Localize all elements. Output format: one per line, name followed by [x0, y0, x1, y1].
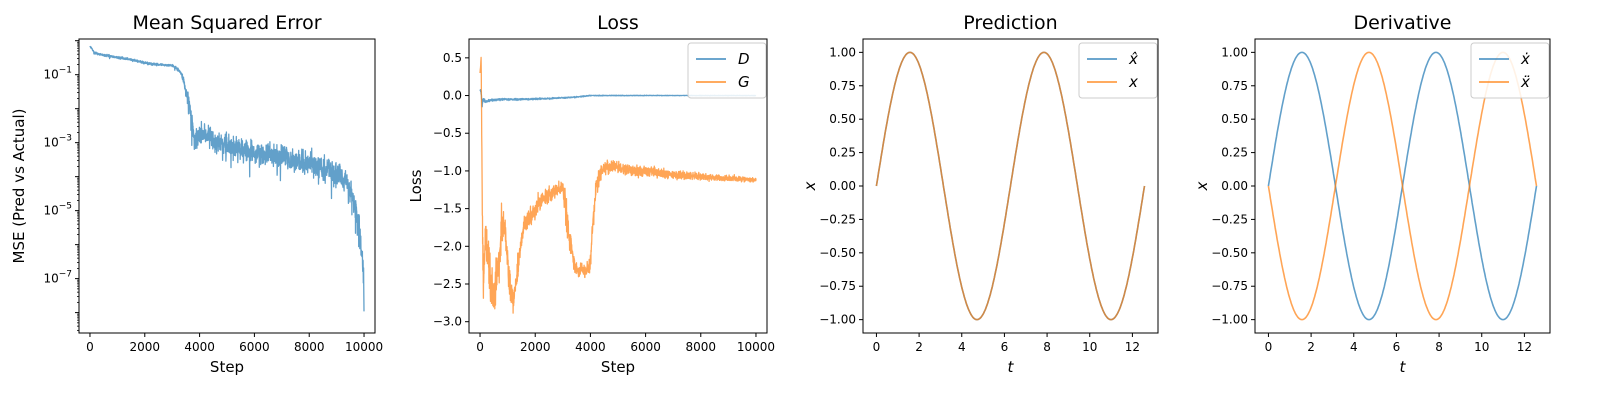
derivative-ytick-label: 0.00: [1221, 179, 1248, 193]
loss-ytick-label: −0.5: [433, 126, 462, 140]
mse-xtick-label: 10000: [345, 340, 383, 354]
prediction-ytick-label: 0.75: [829, 79, 856, 93]
prediction-title: Prediction: [963, 12, 1057, 34]
loss-ytick-label: −2.5: [433, 277, 462, 291]
mse-ytick-label: 10−7: [43, 270, 72, 286]
prediction-series-line-1: [875, 51, 1146, 321]
derivative-ytick-label: −1.00: [1211, 313, 1248, 327]
loss-legend-box: [687, 42, 767, 99]
chart-derivative: 0 2 4 6 8 10 12 1.00 0.75 0.50 0.25 0.00 −0.25 −0.50 −…: [1193, 12, 1551, 376]
mse-xtick-label: 4000: [184, 340, 215, 354]
mse-title: Mean Squared Error: [132, 12, 321, 34]
prediction-ytick-label: −0.50: [819, 246, 856, 260]
prediction-legend-label: x: [1128, 73, 1138, 91]
prediction-xlabel: t: [1008, 358, 1015, 376]
loss-xtick-label: 2000: [520, 340, 551, 354]
derivative-ytick-label: 0.75: [1221, 79, 1248, 93]
derivative-legend-box: [1470, 42, 1550, 99]
prediction-xtick-label: 4: [958, 340, 966, 354]
derivative-ytick-label: −0.75: [1211, 279, 1248, 293]
chart-loss: 0 2000 4000 6000 8000 10000 0.5 0.0 −0.5 −1.0 −1.5…: [407, 12, 775, 376]
prediction-xtick-label: 12: [1125, 340, 1140, 354]
loss-xtick-label: 4000: [575, 340, 606, 354]
derivative-xtick-label: 10: [1474, 340, 1489, 354]
loss-ytick-label: −1.0: [433, 164, 462, 178]
loss-xlabel: Step: [601, 358, 635, 376]
derivative-ytick-label: 0.50: [1221, 112, 1248, 126]
derivative-ytick-label: −0.50: [1211, 246, 1248, 260]
prediction-xtick-label: 0: [873, 340, 881, 354]
loss-xtick-label: 8000: [686, 340, 717, 354]
prediction-plot-area: [875, 51, 1146, 321]
derivative-legend-label: ẍ: [1520, 73, 1530, 91]
loss-ytick-label: −3.0: [433, 315, 462, 329]
loss-legend: DG: [687, 42, 767, 99]
prediction-ytick-label: 0.25: [829, 146, 856, 160]
loss-ylabel: Loss: [407, 169, 425, 202]
loss-ytick-label: 0.0: [443, 89, 462, 103]
mse-ylabel: MSE (Pred vs Actual): [10, 108, 28, 263]
prediction-ylabel: x: [801, 181, 819, 191]
prediction-ytick-label: −0.25: [819, 212, 856, 226]
loss-title: Loss: [597, 12, 639, 34]
mse-ytick-label: 10−5: [43, 202, 72, 218]
derivative-xtick-label: 12: [1517, 340, 1532, 354]
mse-ytick-label: 10−1: [43, 66, 72, 82]
prediction-ytick-label: 0.50: [829, 112, 856, 126]
loss-ytick-label: 0.5: [443, 51, 462, 65]
loss-legend-label: D: [738, 50, 750, 68]
mse-ytick-label: 10−3: [43, 134, 72, 150]
mse-plot-area: [89, 45, 365, 312]
loss-axes-frame: [468, 38, 768, 334]
prediction-legend-label: x̂: [1128, 50, 1138, 68]
prediction-xtick-label: 6: [1001, 340, 1009, 354]
loss-ytick-label: −1.5: [433, 202, 462, 216]
loss-xtick-label: 10000: [737, 340, 775, 354]
mse-xtick-label: 6000: [239, 340, 270, 354]
mse-xtick-label: 0: [86, 340, 94, 354]
derivative-ytick-label: 0.25: [1221, 146, 1248, 160]
derivative-xtick-label: 4: [1350, 340, 1358, 354]
prediction-xtick-label: 2: [915, 340, 923, 354]
derivative-xlabel: t: [1400, 358, 1407, 376]
loss-legend-label: G: [738, 73, 750, 91]
derivative-legend: ẋẍ: [1470, 42, 1550, 99]
derivative-ylabel: x: [1193, 181, 1211, 191]
loss-series-line-1: [479, 56, 757, 314]
derivative-xtick-label: 8: [1435, 340, 1443, 354]
loss-ytick-label: −2.0: [433, 239, 462, 253]
prediction-legend: x̂ x: [1078, 42, 1158, 99]
mse-xlabel: Step: [210, 358, 244, 376]
mse-xtick-label: 2000: [130, 340, 161, 354]
mse-series-line: [89, 45, 365, 312]
derivative-ytick-label: 1.00: [1221, 45, 1248, 59]
derivative-title: Derivative: [1354, 12, 1452, 34]
derivative-xtick-label: 2: [1307, 340, 1315, 354]
chart-prediction: 0 2 4 6 8 10 12 1.00 0.75 0.50 0.25 0.00 −0.25 −0.50 −…: [801, 12, 1159, 376]
loss-xtick-label: 0: [476, 340, 484, 354]
derivative-legend-label: ẋ: [1520, 50, 1530, 68]
prediction-ytick-label: −1.00: [819, 313, 856, 327]
prediction-xtick-label: 8: [1043, 340, 1051, 354]
prediction-ytick-label: −0.75: [819, 279, 856, 293]
prediction-legend-box: [1078, 42, 1158, 99]
chart-mse: 0 2000 4000 6000 8000 10000 10−1 10−3 10−5 10−7 Me…: [10, 12, 383, 376]
prediction-ytick-label: 0.00: [829, 179, 856, 193]
derivative-xtick-label: 0: [1265, 340, 1273, 354]
derivative-ytick-label: −0.25: [1211, 212, 1248, 226]
mse-xtick-label: 8000: [294, 340, 325, 354]
mse-axes-frame: [78, 38, 376, 334]
prediction-ytick-label: 1.00: [829, 45, 856, 59]
loss-xtick-label: 6000: [630, 340, 661, 354]
prediction-xtick-label: 10: [1082, 340, 1097, 354]
derivative-xtick-label: 6: [1393, 340, 1401, 354]
